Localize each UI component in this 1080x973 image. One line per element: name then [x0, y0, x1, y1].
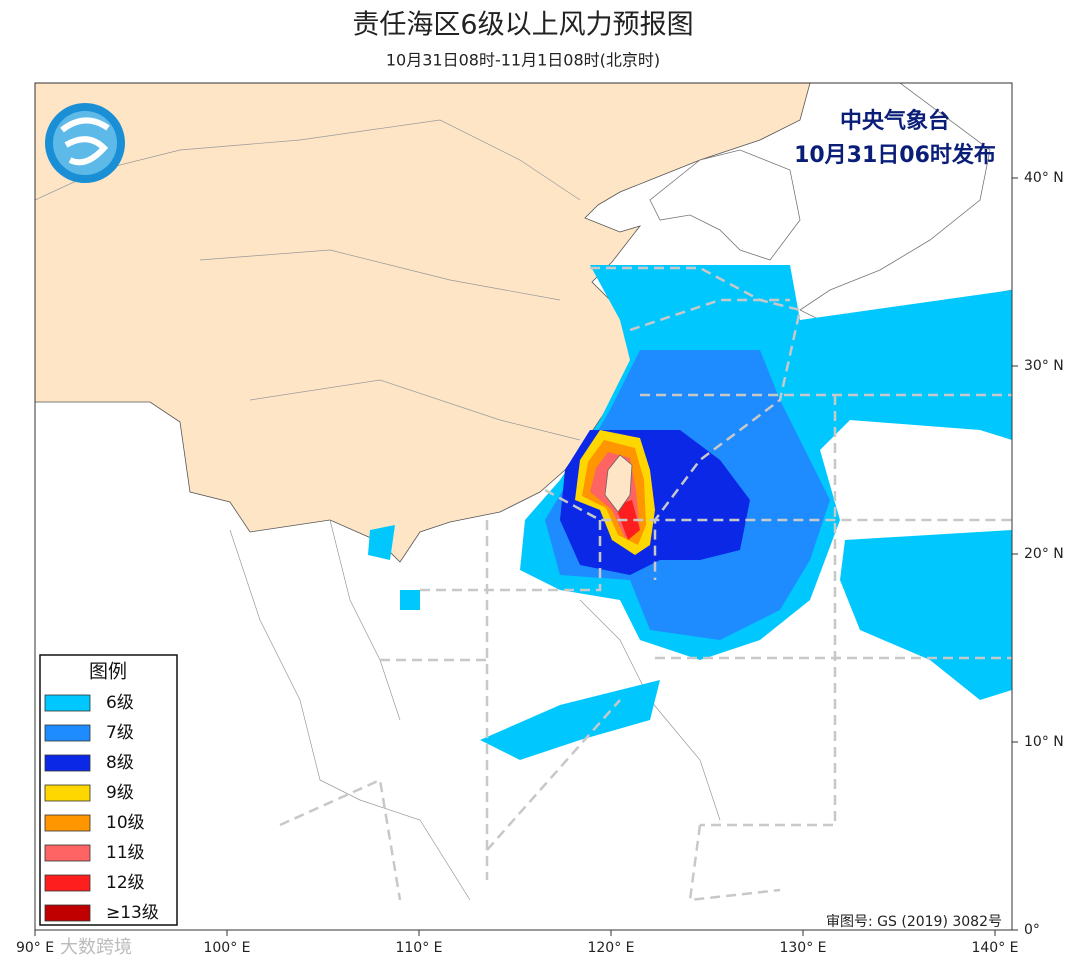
map-area: 中央气象台 10月31日06时发布 审图号: GS (2019) 3082号 [35, 83, 1012, 930]
title: 责任海区6级以上风力预报图 [352, 10, 693, 41]
wind-area-6 [480, 680, 660, 760]
lat-label: 10° N [1024, 734, 1064, 750]
wind-area-6 [368, 525, 420, 610]
subtitle: 10月31日08时-11月1日08时(北京时) [386, 51, 660, 70]
legend-swatch [44, 814, 91, 832]
review-number: 审图号: GS (2019) 3082号 [826, 914, 1002, 930]
legend-swatch [44, 874, 91, 892]
lon-label: 130° E [779, 940, 826, 956]
legend-label: 12级 [106, 873, 145, 893]
map-frame [34, 82, 1013, 931]
legend-title: 图例 [89, 661, 127, 683]
legend-swatch [44, 844, 91, 862]
logo-mark [60, 117, 110, 166]
lat-label: 30° N [1024, 358, 1064, 374]
legend-label: 10级 [106, 813, 145, 833]
lat-label: 40° N [1024, 170, 1064, 186]
watermark: 大数跨境 [60, 937, 132, 958]
axes: 40° N 30° N 20° N 10° N 0° 90° E 100° E 110° E 1… [16, 170, 1064, 956]
lon-label: 100° E [203, 940, 250, 956]
sea-zone-boundaries [279, 266, 1012, 902]
legend-swatch [44, 904, 91, 922]
lat-label: 20° N [1024, 546, 1064, 562]
legend-label: 11级 [106, 843, 145, 863]
korea [649, 149, 801, 261]
lon-label: 90° E [16, 940, 54, 956]
legend-swatch [44, 754, 91, 772]
issuer-time: 10月31日06时发布 [794, 142, 996, 168]
review-bg [795, 912, 1010, 930]
legend-label: 7级 [106, 723, 134, 743]
lat-label: 0° [1024, 922, 1040, 938]
logo [45, 103, 125, 183]
legend-label: 8级 [106, 753, 134, 773]
lon-label: 110° E [395, 940, 442, 956]
legend-label: ≥13级 [106, 903, 159, 923]
issuer-name: 中央气象台 [840, 108, 950, 134]
japan [799, 83, 1012, 331]
legend-label: 6级 [106, 693, 134, 713]
lon-label: 120° E [587, 940, 634, 956]
taiwan [604, 454, 633, 513]
wind-area-12 [615, 500, 640, 540]
borders [35, 119, 721, 901]
legend: 图例 6级 7级 8级 9级 10级 11级 12级 ≥13级 [39, 654, 178, 926]
legend-swatch [44, 784, 91, 802]
legend-swatch [44, 724, 91, 742]
legend-swatch [44, 694, 91, 712]
lon-label: 140° E [971, 940, 1018, 956]
legend-label: 9级 [106, 783, 134, 803]
